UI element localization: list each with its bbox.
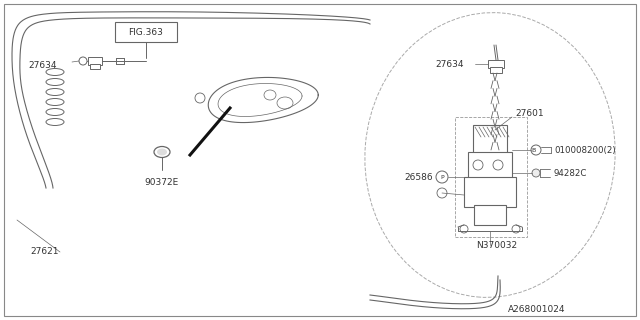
- Bar: [490, 67, 502, 73]
- Bar: [90, 64, 100, 69]
- Text: 010008200(2): 010008200(2): [554, 146, 616, 155]
- Circle shape: [532, 169, 540, 177]
- Text: 26586: 26586: [404, 172, 433, 181]
- Bar: [88, 57, 102, 65]
- Text: 27634: 27634: [435, 60, 463, 68]
- Text: 90372E: 90372E: [144, 178, 179, 187]
- Ellipse shape: [157, 148, 167, 156]
- Bar: [464, 177, 516, 207]
- Text: N370032: N370032: [476, 241, 517, 250]
- Bar: [473, 125, 507, 155]
- Text: P: P: [440, 174, 444, 180]
- Text: B: B: [531, 148, 535, 153]
- FancyBboxPatch shape: [115, 22, 177, 42]
- Text: 94282C: 94282C: [554, 169, 588, 178]
- Bar: [474, 205, 506, 225]
- Text: 27601: 27601: [515, 108, 543, 117]
- Text: FIG.363: FIG.363: [129, 28, 163, 36]
- Bar: [468, 152, 512, 180]
- Text: 27634: 27634: [28, 60, 56, 69]
- Text: 27621: 27621: [30, 247, 58, 257]
- Text: A268001024: A268001024: [508, 306, 566, 315]
- Bar: [488, 60, 504, 68]
